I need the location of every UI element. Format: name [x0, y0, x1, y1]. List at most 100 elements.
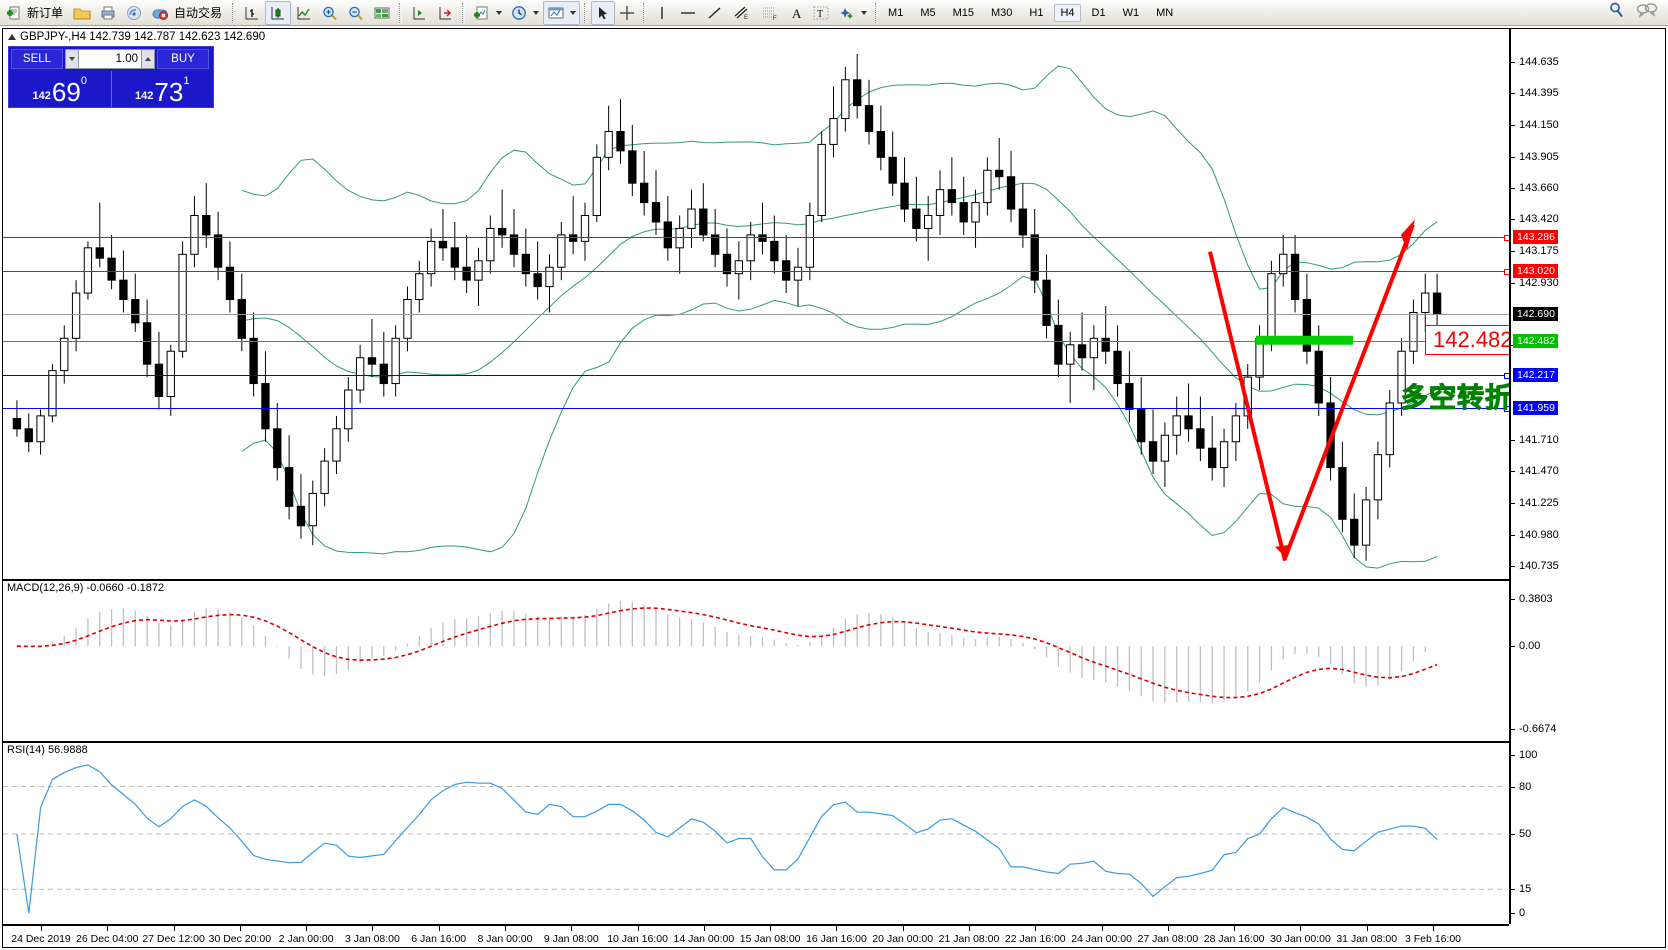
- macd-chart-canvas[interactable]: [3, 579, 1509, 741]
- timeframe-h1[interactable]: H1: [1029, 6, 1044, 19]
- price-marker-label[interactable]: 141.959: [1513, 401, 1558, 416]
- rsi-axis-label: 80: [1519, 780, 1532, 793]
- zoom-in-icon[interactable]: [317, 1, 343, 25]
- price-axis-label: 141.710: [1519, 434, 1559, 447]
- folder-icon[interactable]: [69, 1, 95, 25]
- shift-chart-start-icon[interactable]: [406, 1, 432, 25]
- chat-icon[interactable]: [1636, 1, 1658, 24]
- candle-body: [367, 357, 377, 365]
- candlestick-chart-icon[interactable]: [265, 0, 292, 25]
- price-divider: [110, 71, 112, 107]
- candle-body: [1231, 415, 1241, 443]
- horizontal-line-tool-icon[interactable]: [674, 1, 702, 25]
- autotrade-button[interactable]: 自动交易: [147, 1, 228, 25]
- price-axis-label: 143.660: [1519, 182, 1559, 195]
- rsi-chart-canvas[interactable]: [3, 741, 1509, 924]
- axis-tick: [1511, 156, 1515, 158]
- green-highlight-rect[interactable]: [1256, 335, 1353, 345]
- candle-body: [450, 247, 459, 268]
- vertical-line-tool-icon[interactable]: [650, 1, 674, 25]
- timeframe-m15[interactable]: M15: [952, 6, 974, 19]
- price-marker-label[interactable]: 142.217: [1513, 367, 1558, 382]
- cursor-tool-icon[interactable]: [591, 0, 616, 25]
- lot-decrease-button[interactable]: [65, 49, 79, 69]
- shift-chart-end-icon[interactable]: [432, 1, 458, 25]
- buy-price-display[interactable]: 142 73 1: [112, 71, 214, 107]
- lot-size-input[interactable]: 1.00: [79, 49, 141, 69]
- time-tick: [969, 926, 970, 931]
- axis-tick: [1511, 503, 1515, 505]
- text-tool-icon[interactable]: A: [784, 1, 808, 25]
- candle-body: [83, 247, 93, 294]
- sell-button[interactable]: SELL: [11, 49, 63, 69]
- time-tick: [1167, 926, 1169, 931]
- trendline-tool-icon[interactable]: [702, 1, 728, 25]
- time-axis-label: 30 Dec 20:00: [208, 933, 272, 945]
- chart-frame[interactable]: GBPJPY-,H4 142.739 142.787 142.623 142.6…: [2, 28, 1666, 948]
- print-icon[interactable]: [95, 1, 121, 25]
- new-order-button[interactable]: 新订单: [2, 1, 69, 25]
- price-axis[interactable]: 144.635 144.395 144.150 143.905 143.660 143.4…: [1509, 29, 1665, 924]
- buy-button[interactable]: BUY: [157, 49, 209, 69]
- fibonacci-tool-icon[interactable]: F: [756, 1, 784, 25]
- candle-body: [1030, 234, 1039, 281]
- one-click-trading-panel[interactable]: SELL 1.00 BUY 142 69 0 142 73 1: [8, 46, 214, 108]
- tile-windows-icon[interactable]: [369, 1, 395, 25]
- chevron-down-icon[interactable]: [496, 10, 503, 15]
- candle-body: [995, 169, 1004, 178]
- network-status-icon[interactable]: [121, 1, 147, 25]
- chevron-down-icon[interactable]: [861, 10, 868, 15]
- timeframe-d1[interactable]: D1: [1091, 6, 1106, 19]
- price-marker-label[interactable]: 142.690: [1513, 306, 1558, 321]
- drawing-objects-layer[interactable]: [3, 29, 1509, 579]
- timeframe-m30[interactable]: M30: [991, 6, 1013, 19]
- zoom-out-icon[interactable]: [343, 1, 369, 25]
- time-tick: [703, 926, 705, 931]
- period-clock-icon[interactable]: [506, 1, 543, 25]
- text-label-tool-icon[interactable]: T: [808, 1, 834, 25]
- bollinger-middle-band: [241, 182, 1438, 416]
- add-indicator-icon[interactable]: [469, 1, 506, 25]
- candle-body: [722, 253, 732, 275]
- candle-body: [734, 260, 744, 275]
- red-down-trendline[interactable]: [1208, 251, 1287, 562]
- price-marker-label[interactable]: 143.286: [1513, 229, 1558, 244]
- timeframe-w1[interactable]: W1: [1122, 6, 1140, 19]
- candle-body: [793, 266, 803, 281]
- candle-body: [1208, 447, 1217, 469]
- lot-increase-button[interactable]: [141, 49, 155, 69]
- time-axis-label: 8 Jan 00:00: [477, 933, 533, 945]
- crosshair-tool-icon[interactable]: [615, 1, 639, 25]
- time-tick: [770, 926, 772, 931]
- price-marker-label[interactable]: 142.482: [1513, 333, 1558, 348]
- templates-icon[interactable]: [543, 0, 581, 25]
- timeframe-mn[interactable]: MN: [1156, 6, 1174, 19]
- timeframe-m1[interactable]: M1: [888, 6, 904, 19]
- axis-tick: [1511, 440, 1515, 442]
- axis-tick: [1511, 646, 1515, 648]
- chevron-down-icon[interactable]: [533, 10, 540, 15]
- candle-body: [261, 383, 270, 430]
- candle-body: [1172, 415, 1181, 436]
- red-up-trendline[interactable]: [1283, 223, 1415, 559]
- price-level-line[interactable]: [3, 313, 1509, 315]
- timeframe-m5[interactable]: M5: [920, 6, 936, 19]
- candle-body: [71, 292, 81, 339]
- candle-body: [1018, 208, 1028, 236]
- shapes-tool-icon[interactable]: [834, 1, 871, 25]
- timeframe-h4[interactable]: H4: [1054, 3, 1081, 22]
- price-marker-label[interactable]: 143.020: [1513, 264, 1558, 279]
- sell-price-display[interactable]: 142 69 0: [9, 71, 111, 107]
- bar-chart-icon[interactable]: [239, 1, 265, 25]
- chevron-down-icon[interactable]: [570, 10, 577, 15]
- candle-body: [1077, 344, 1087, 359]
- candle-body: [391, 337, 400, 385]
- time-tick: [836, 926, 838, 931]
- main-toolbar: 新订单 自动交易: [0, 0, 1668, 26]
- candle-body: [876, 130, 886, 158]
- svg-text:F: F: [773, 16, 777, 22]
- search-icon[interactable]: [1608, 1, 1626, 24]
- equidistant-channel-tool-icon[interactable]: E: [728, 1, 756, 25]
- axis-tick: [1511, 729, 1515, 730]
- line-chart-icon[interactable]: [291, 1, 317, 25]
